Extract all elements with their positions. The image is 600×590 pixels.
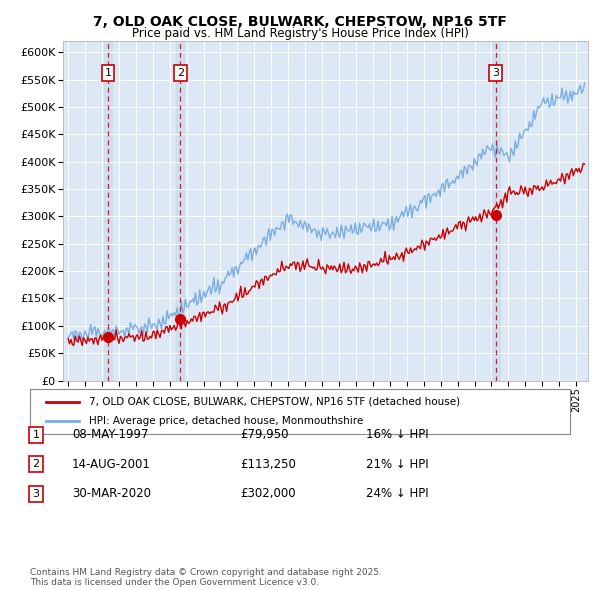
Text: £113,250: £113,250 xyxy=(240,458,296,471)
Text: 14-AUG-2001: 14-AUG-2001 xyxy=(72,458,151,471)
Text: 30-MAR-2020: 30-MAR-2020 xyxy=(72,487,151,500)
Text: 7, OLD OAK CLOSE, BULWARK, CHEPSTOW, NP16 5TF: 7, OLD OAK CLOSE, BULWARK, CHEPSTOW, NP1… xyxy=(93,15,507,30)
Text: 2: 2 xyxy=(32,460,40,469)
Text: 2: 2 xyxy=(176,68,184,78)
Text: HPI: Average price, detached house, Monmouthshire: HPI: Average price, detached house, Monm… xyxy=(89,417,364,426)
Text: 1: 1 xyxy=(32,430,40,440)
Bar xyxy=(176,41,184,381)
Text: 3: 3 xyxy=(32,489,40,499)
Text: £79,950: £79,950 xyxy=(240,428,289,441)
Text: 3: 3 xyxy=(492,68,499,78)
Text: 1: 1 xyxy=(104,68,112,78)
Text: £302,000: £302,000 xyxy=(240,487,296,500)
Text: 16% ↓ HPI: 16% ↓ HPI xyxy=(366,428,428,441)
Text: 21% ↓ HPI: 21% ↓ HPI xyxy=(366,458,428,471)
Text: Price paid vs. HM Land Registry's House Price Index (HPI): Price paid vs. HM Land Registry's House … xyxy=(131,27,469,40)
Text: 7, OLD OAK CLOSE, BULWARK, CHEPSTOW, NP16 5TF (detached house): 7, OLD OAK CLOSE, BULWARK, CHEPSTOW, NP1… xyxy=(89,397,461,407)
Text: 24% ↓ HPI: 24% ↓ HPI xyxy=(366,487,428,500)
Text: Contains HM Land Registry data © Crown copyright and database right 2025.
This d: Contains HM Land Registry data © Crown c… xyxy=(30,568,382,587)
Text: 08-MAY-1997: 08-MAY-1997 xyxy=(72,428,149,441)
Bar xyxy=(104,41,112,381)
Bar xyxy=(491,41,500,381)
